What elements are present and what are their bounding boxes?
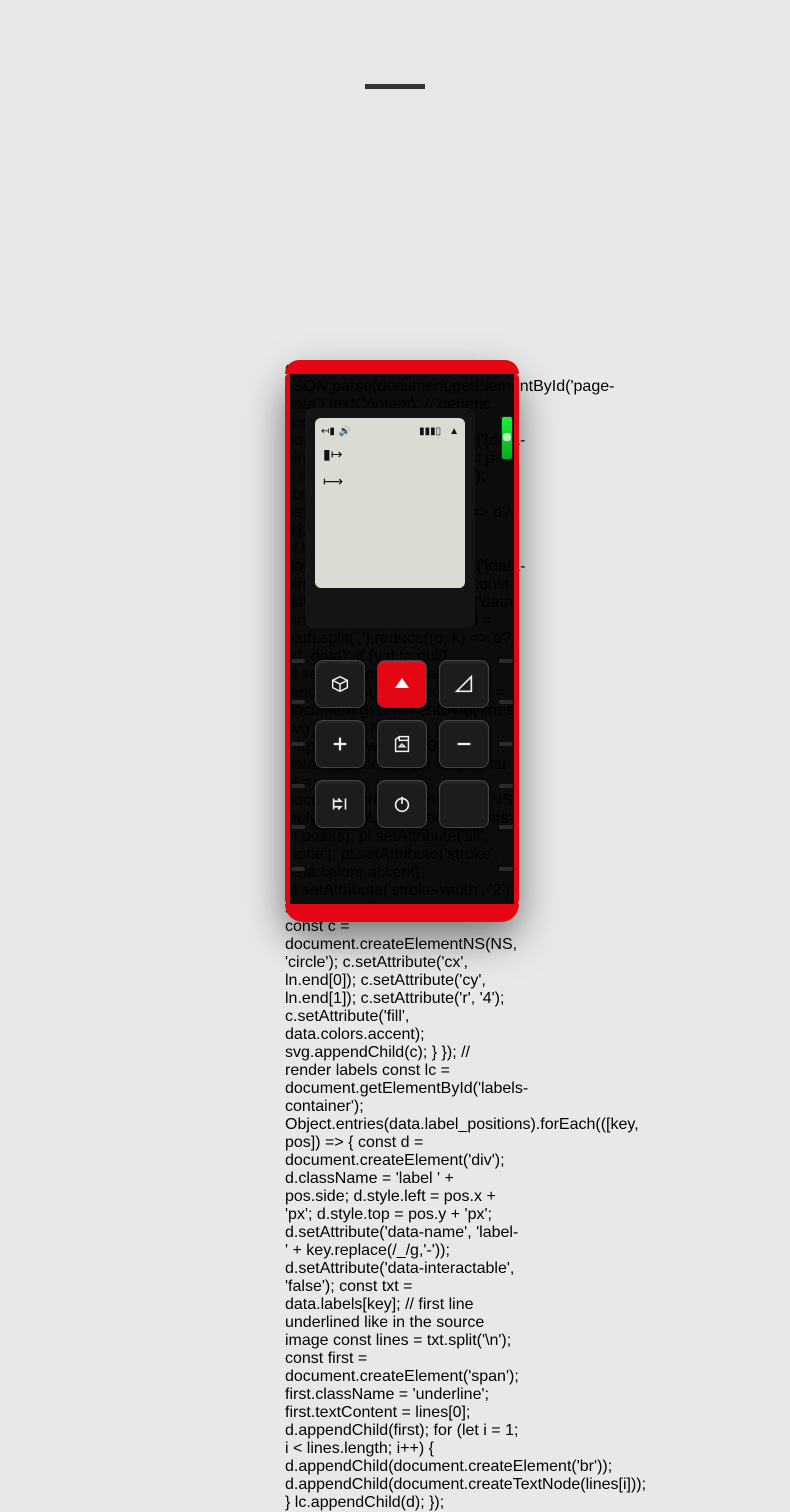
key-benchmark[interactable] <box>315 780 365 828</box>
key-plus[interactable] <box>315 720 365 768</box>
device-top-accent <box>285 360 519 374</box>
readout-2 <box>455 465 457 488</box>
readout-1 <box>455 442 457 465</box>
grip-left <box>291 640 305 890</box>
key-volume-cube[interactable] <box>315 660 365 708</box>
signal-icon: ▲ <box>449 426 459 437</box>
plus-icon <box>329 733 351 755</box>
power-icon <box>391 793 413 815</box>
benchmark-icon: ↤▮ <box>321 426 335 437</box>
readouts <box>455 442 457 543</box>
device-side-accent-left <box>285 374 290 904</box>
readout-4 <box>455 511 457 543</box>
device: ↤▮ 🔊 ▮▮▮▯ ▲ ▮↦ ⟼ <box>285 360 519 920</box>
triangle-icon <box>453 673 475 695</box>
device-side-accent-right <box>514 374 519 904</box>
battery-icon: ▮▮▮▯ <box>419 426 441 437</box>
benchmark-mode-icon: ▮↦ <box>323 446 343 463</box>
speaker-icon: 🔊 <box>339 426 351 437</box>
screen-frame: ↤▮ 🔊 ▮▮▮▯ ▲ ▮↦ ⟼ <box>305 408 475 628</box>
key-measure[interactable] <box>377 660 427 708</box>
device-bottom-accent <box>285 904 519 922</box>
title-rule <box>365 84 425 89</box>
status-bar: ↤▮ 🔊 ▮▮▮▯ ▲ <box>321 422 459 440</box>
cube-icon <box>329 673 351 695</box>
screen-mode-icons: ▮↦ ⟼ <box>323 446 343 490</box>
key-storage[interactable] <box>377 720 427 768</box>
benchmark-icon-key <box>329 793 351 815</box>
title-block <box>0 0 790 89</box>
storage-icon <box>391 733 413 755</box>
key-minus[interactable] <box>439 720 489 768</box>
key-pythagorean[interactable] <box>439 660 489 708</box>
length-mode-icon: ⟼ <box>323 473 343 490</box>
bubble-level <box>501 416 513 460</box>
minus-icon <box>453 733 475 755</box>
grip-right <box>499 640 513 890</box>
key-clear[interactable] <box>377 780 427 828</box>
measure-icon <box>395 678 409 688</box>
lcd-screen: ↤▮ 🔊 ▮▮▮▯ ▲ ▮↦ ⟼ <box>315 418 465 588</box>
keypad <box>315 660 489 828</box>
key-unit[interactable] <box>439 780 489 828</box>
readout-3 <box>455 488 457 511</box>
